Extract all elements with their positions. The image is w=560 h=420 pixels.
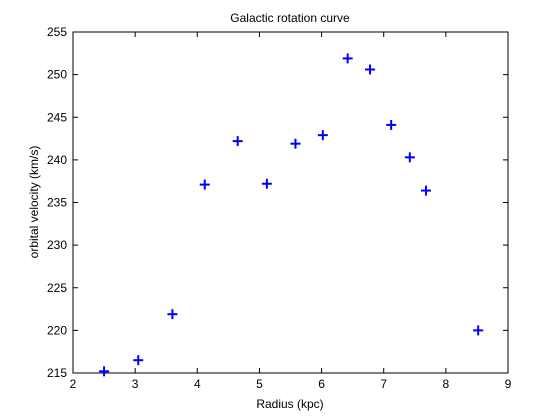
y-tick-label: 215 <box>47 366 67 380</box>
y-tick-label: 225 <box>47 281 67 295</box>
y-tick-label: 255 <box>47 25 67 39</box>
data-point <box>404 152 415 163</box>
data-point <box>365 64 376 75</box>
data-point <box>420 185 431 196</box>
x-tick-label: 6 <box>318 377 325 391</box>
x-tick-label: 3 <box>132 377 139 391</box>
y-axis-label: orbital velocity (km/s) <box>27 146 41 259</box>
x-tick-label: 9 <box>505 377 512 391</box>
data-point <box>133 355 144 366</box>
data-point <box>167 309 178 320</box>
data-point <box>261 178 272 189</box>
data-point <box>199 179 210 190</box>
y-tick-label: 240 <box>47 153 67 167</box>
data-point <box>290 138 301 149</box>
data-point <box>99 366 110 377</box>
y-axis: 215 220 225 230 235 240 245 250 255 <box>47 25 508 380</box>
x-axis: 2 3 4 5 6 7 8 9 <box>70 32 512 391</box>
x-tick-label: 7 <box>380 377 387 391</box>
data-point <box>386 119 397 130</box>
y-tick-label: 245 <box>47 110 67 124</box>
chart-title: Galactic rotation curve <box>230 11 350 25</box>
data-point <box>317 130 328 141</box>
x-tick-label: 8 <box>443 377 450 391</box>
y-tick-label: 230 <box>47 238 67 252</box>
x-axis-label: Radius (kpc) <box>256 397 323 411</box>
plot-area <box>72 31 509 374</box>
y-tick-label: 235 <box>47 196 67 210</box>
x-tick-label: 2 <box>70 377 77 391</box>
x-tick-label: 4 <box>194 377 201 391</box>
x-tick-label: 5 <box>256 377 263 391</box>
data-point <box>342 53 353 64</box>
y-tick-label: 250 <box>47 68 67 82</box>
y-tick-label: 220 <box>47 323 67 337</box>
series-markers <box>99 53 484 377</box>
plot-frame <box>72 31 509 374</box>
data-point <box>473 325 484 336</box>
data-point <box>232 136 243 147</box>
